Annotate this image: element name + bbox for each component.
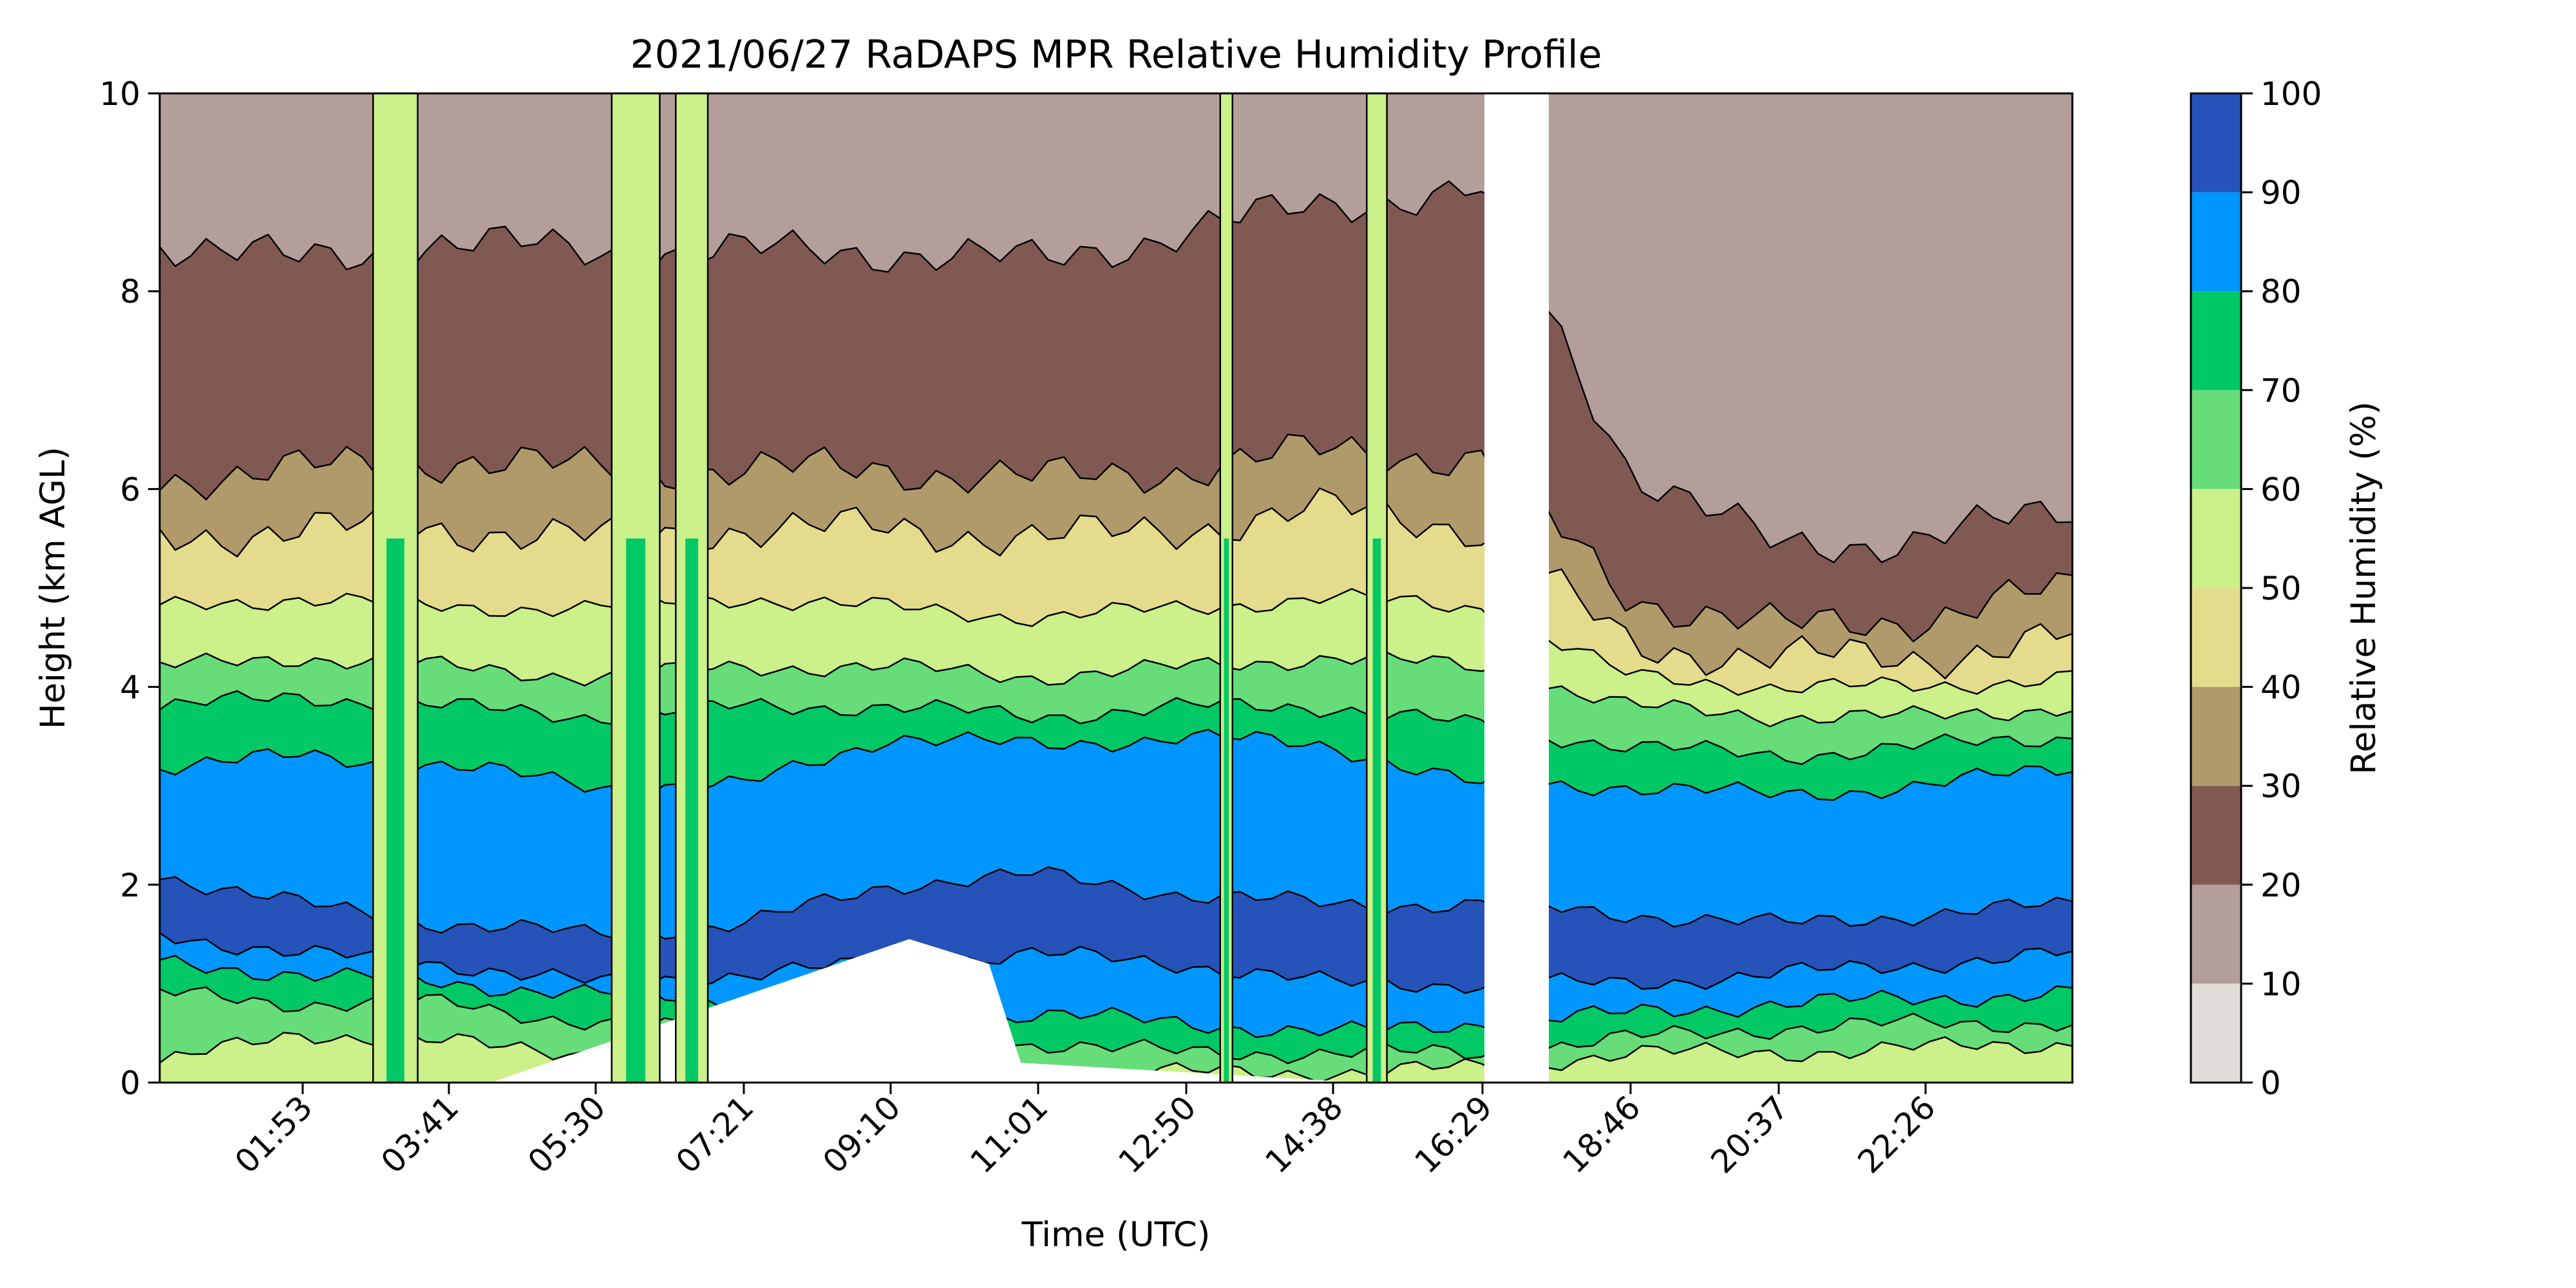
missing-data-gaps [1484,93,1549,1083]
chart-title: 2021/06/27 RaDAPS MPR Relative Humidity … [630,32,1602,77]
colorbar-tick-label: 10 [2260,965,2302,1003]
colorbar-tick-label: 30 [2260,768,2302,805]
rh-missing-surface [490,939,1363,1083]
colorbar-swatch [2191,489,2241,588]
humidity-layers [160,93,2072,1083]
colorbar-swatch [2191,192,2241,292]
y-tick-label: 6 [120,471,140,508]
colorbar-swatch [2191,884,2241,984]
rh-wet-column-core [1372,538,1381,1083]
colorbar-tick-label: 70 [2260,372,2302,410]
colorbar-tick-label: 60 [2260,471,2302,508]
colorbar-tick-label: 90 [2260,175,2302,212]
colorbar-frame [2190,92,2242,1084]
colorbar-label: Relative Humidity (%) [2344,401,2383,774]
y-tick-label: 2 [120,867,140,904]
colorbar-swatch [2191,588,2241,687]
colorbar-swatch [2191,291,2241,390]
rh-wet-column-core [626,538,646,1083]
colorbar-tick-label: 20 [2260,867,2302,904]
y-axis: 0 2 4 6 8 10 [99,75,160,1102]
colorbar-tick-label: 50 [2260,570,2302,607]
colorbar-swatch [2191,390,2241,489]
y-tick-label: 10 [99,75,140,113]
rh-wet-column-core [1224,538,1229,1083]
colorbar-tick-label: 100 [2260,75,2322,113]
rh-wet-column-core [685,538,699,1083]
x-axis-label: Time (UTC) [1021,1215,1211,1255]
plot-frame [158,92,2074,1084]
colorbar-tick-label: 40 [2260,669,2302,706]
colorbar-swatch [2191,983,2241,1083]
missing-data-gap [1484,93,1549,1083]
colorbar-swatch [2191,786,2241,885]
colorbar-tick-label: 0 [2260,1065,2281,1102]
colorbar-tick-label: 80 [2260,273,2302,310]
plot-area [160,93,2072,1083]
y-tick-label: 4 [120,669,140,706]
colorbar: 0 10 20 30 40 50 60 70 80 90 100 [2191,75,2322,1102]
rh-wet-column-core [386,538,404,1083]
colorbar-swatch [2191,93,2241,193]
colorbar-swatch [2191,687,2241,786]
y-axis-label: Height (km AGL) [33,447,73,730]
y-tick-label: 0 [120,1065,140,1102]
y-tick-label: 8 [120,273,140,310]
